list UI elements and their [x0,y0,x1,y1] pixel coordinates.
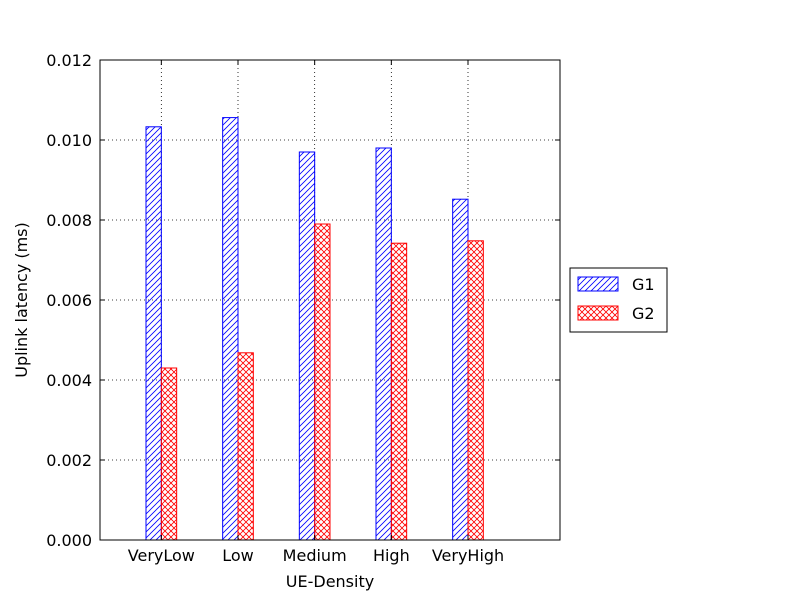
y-tick-label: 0.012 [46,51,92,70]
bar-g1-high [375,147,392,541]
x-tick-label: High [373,546,410,565]
bar-g2-veryhigh [467,240,484,541]
x-axis-title: UE-Density [286,572,374,591]
legend-swatch-g1 [577,276,619,292]
legend-swatch-g2 [577,305,619,321]
bar-g2-high [390,242,408,541]
y-tick-label: 0.004 [46,371,92,390]
legend-label-g1: G1 [632,275,655,294]
x-tick-label: VeryHigh [432,546,504,565]
bar-g1-verylow [145,126,162,541]
bar-g2-verylow [160,367,178,541]
bar-g2-medium [314,223,331,541]
bar-g1-low [222,117,239,541]
legend-label-g2: G2 [632,304,655,323]
y-tick-label: 0.002 [46,451,92,470]
y-tick-label: 0.006 [46,291,92,310]
x-tick-label: Medium [283,546,347,565]
bar-g1-medium [298,151,316,541]
y-tick-label: 0.000 [46,531,92,550]
y-tick-label: 0.008 [46,211,92,230]
x-tick-label: VeryLow [128,546,195,565]
axis-ticks: 0.000 0.002 0.004 0.006 0.008 0.010 0.012 VeryL… [46,51,560,565]
bars [145,117,484,541]
y-axis-title: Uplink latency (ms) [12,222,31,378]
legend: G1 G2 [569,267,668,333]
x-tick-label: Low [222,546,254,565]
bar-g1-veryhigh [452,198,469,541]
y-tick-label: 0.010 [46,131,92,150]
bar-g2-low [237,352,254,541]
